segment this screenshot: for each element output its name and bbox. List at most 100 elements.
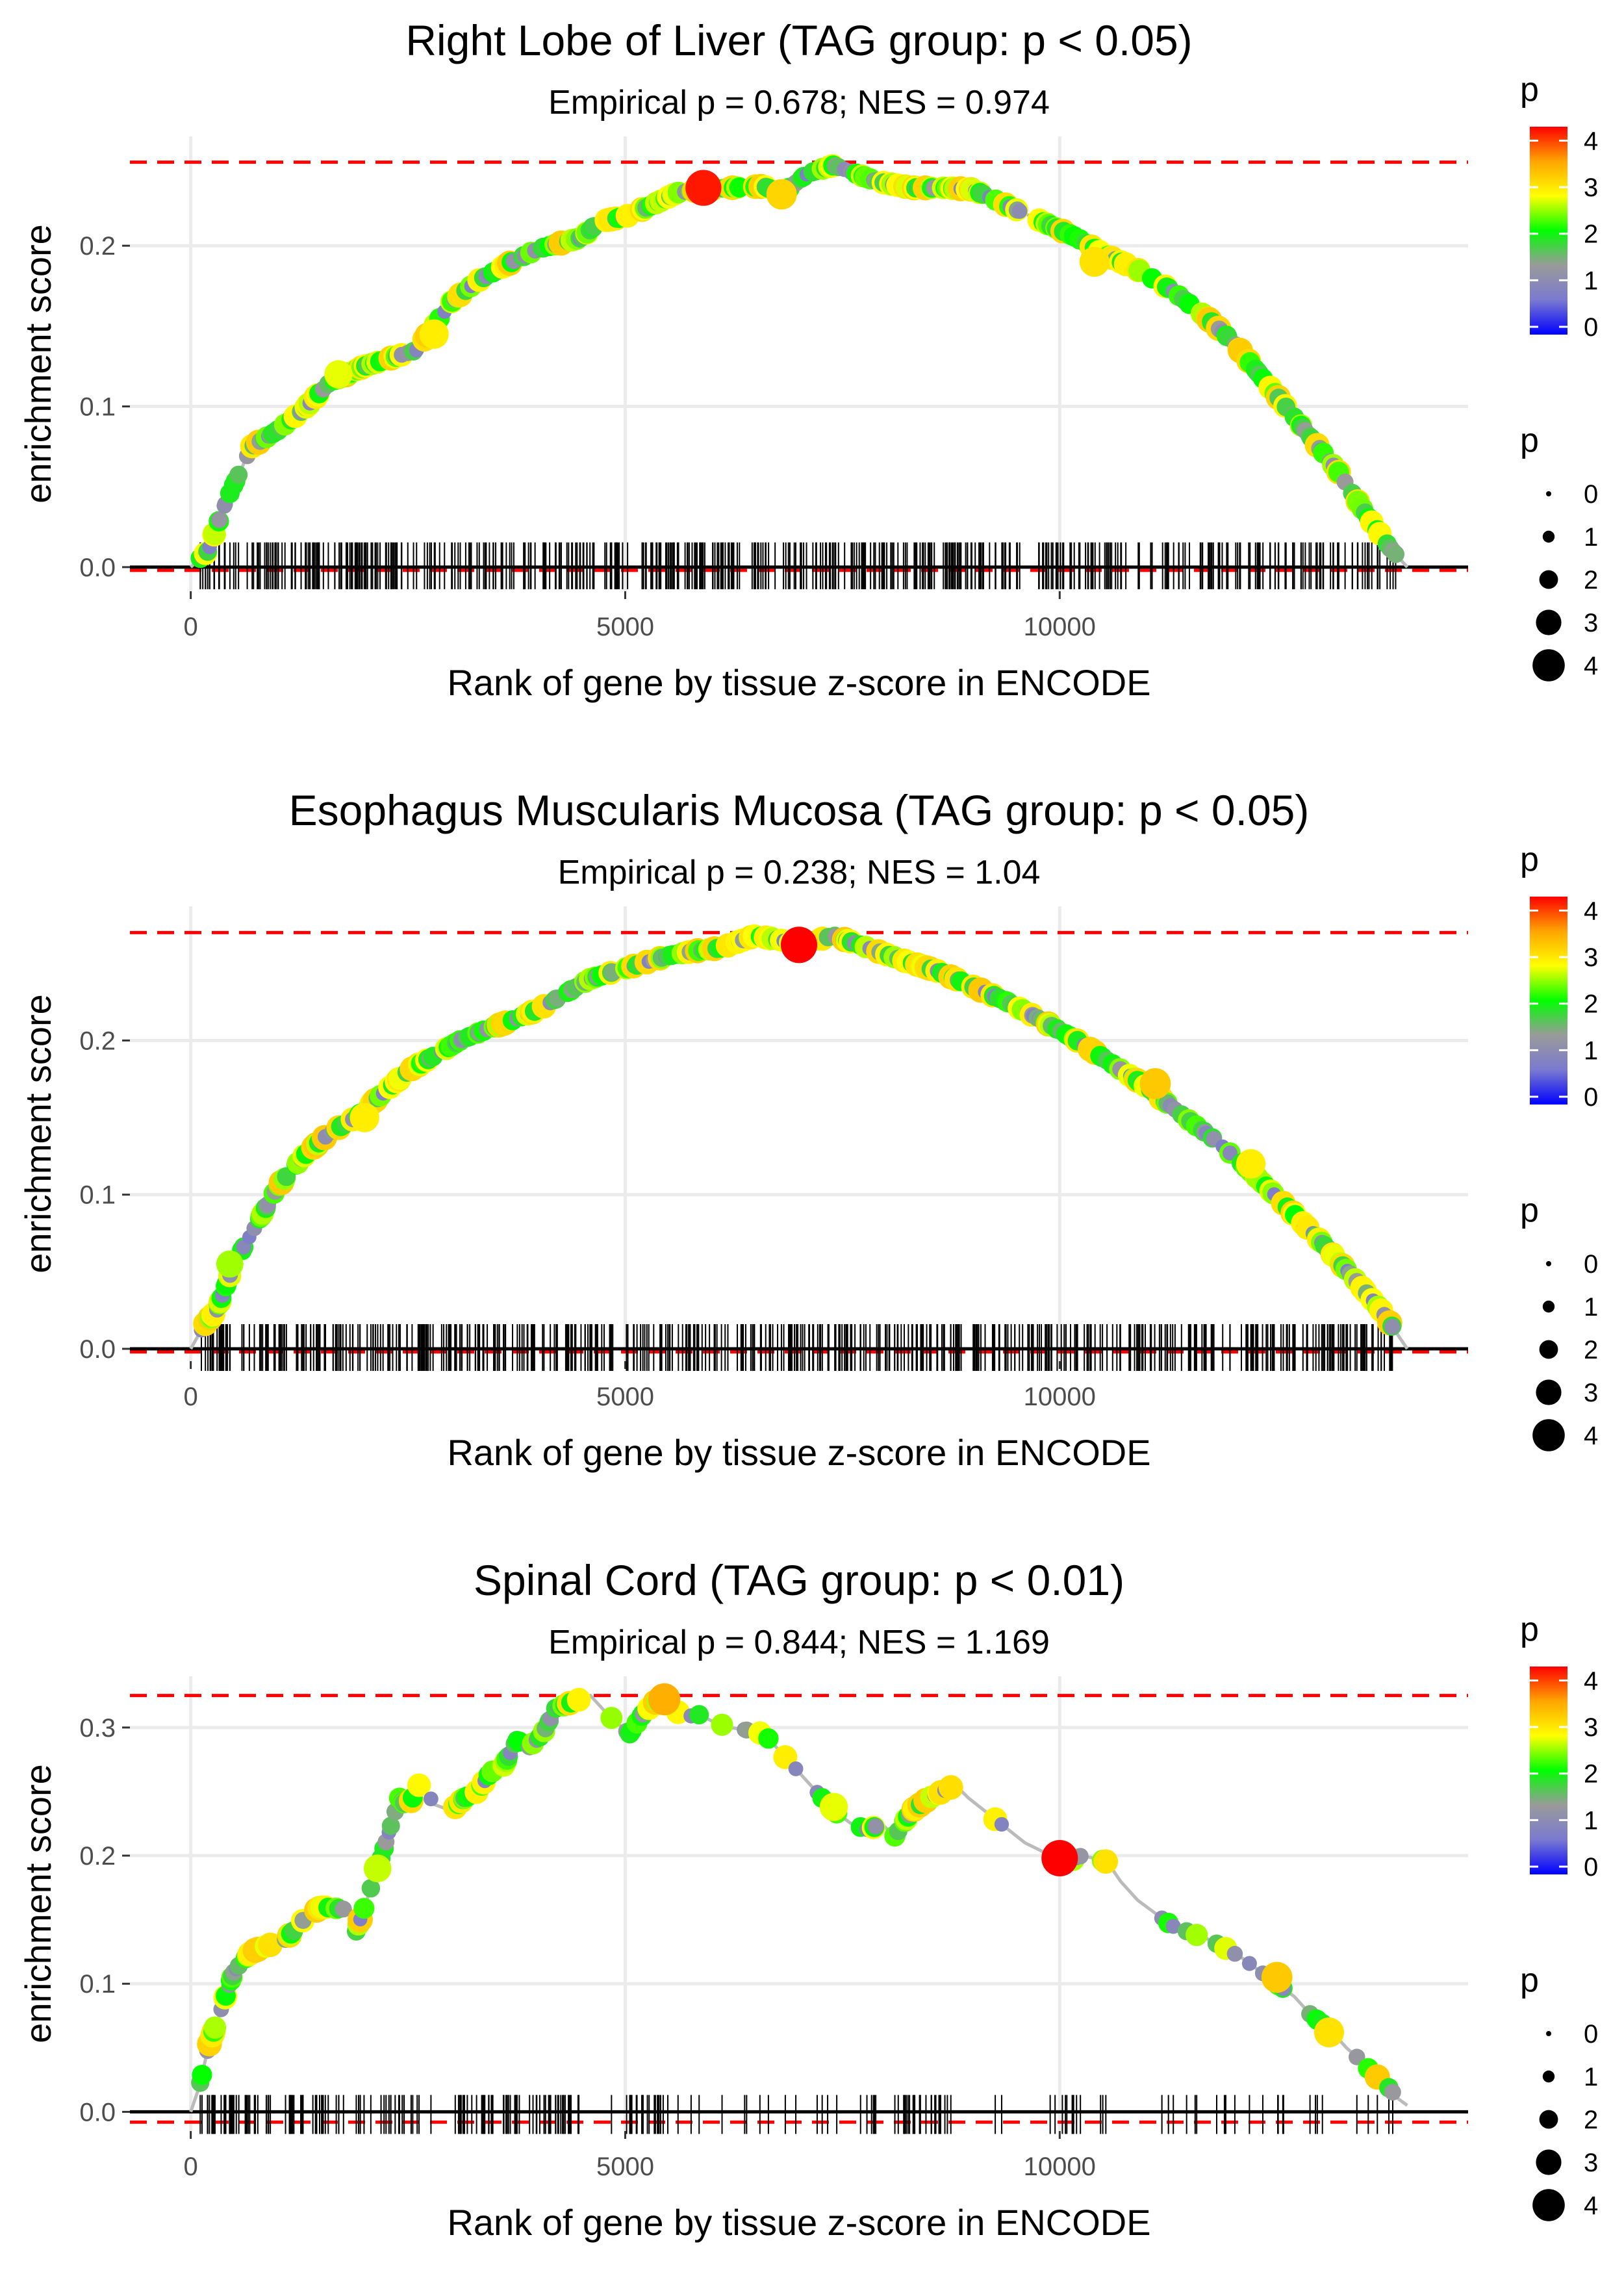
score-point <box>407 1773 431 1797</box>
size-legend-dot <box>1532 1419 1565 1451</box>
score-point <box>1241 1956 1257 1971</box>
x-tick-label: 5000 <box>596 1383 654 1411</box>
size-legend: p 0 1 2 3 4 <box>1520 422 1598 682</box>
score-point <box>566 1687 591 1712</box>
color-bar-label: 2 <box>1584 1760 1598 1789</box>
highlight-point <box>349 1103 379 1132</box>
chart-panel-1: Right Lobe of Liver (TAG group: p < 0.05… <box>18 16 1598 703</box>
x-axis-label: Rank of gene by tissue z-score in ENCODE <box>447 1432 1150 1473</box>
size-legend-dot <box>1542 530 1555 543</box>
highlight-point <box>1236 1149 1266 1179</box>
size-legend-label: 3 <box>1584 609 1598 637</box>
x-tick-label: 0 <box>184 1383 198 1411</box>
score-point <box>192 2064 212 2086</box>
y-tick-label: 0.3 <box>79 1714 116 1743</box>
size-legend-label: 2 <box>1584 1336 1598 1364</box>
size-legend-dot <box>1532 2189 1565 2221</box>
score-point <box>600 1707 623 1730</box>
score-point <box>758 1728 779 1749</box>
size-legend-title: p <box>1520 1961 1539 1999</box>
x-tick-label: 0 <box>184 2153 198 2181</box>
size-legend-dot <box>1536 1379 1562 1405</box>
color-bar <box>1530 127 1567 335</box>
y-tick-label: 0.2 <box>79 1842 116 1871</box>
size-legend-label: 1 <box>1584 2063 1598 2091</box>
color-bar-label: 0 <box>1584 1083 1598 1112</box>
chart-subtitle: Empirical p = 0.678; NES = 0.974 <box>548 84 1050 121</box>
color-bar <box>1530 897 1567 1105</box>
score-point <box>689 1705 709 1725</box>
highlight-point <box>685 170 722 206</box>
score-point <box>424 1791 438 1807</box>
score-point <box>711 1713 733 1736</box>
y-axis-label: enrichment score <box>18 224 58 504</box>
size-legend-dot <box>1532 649 1565 682</box>
color-legend-title: p <box>1520 841 1539 878</box>
chart-subtitle: Empirical p = 0.238; NES = 1.04 <box>558 854 1041 891</box>
size-legend-dot <box>1539 1340 1558 1359</box>
score-point <box>258 1932 283 1958</box>
color-legend: p 0 1 2 3 4 <box>1520 1611 1598 1882</box>
chart-title: Right Lobe of Liver (TAG group: p < 0.05… <box>405 16 1192 64</box>
size-legend-label: 0 <box>1584 480 1598 509</box>
highlight-point <box>363 1854 392 1883</box>
y-tick-label: 0.2 <box>79 1027 116 1055</box>
score-point <box>788 1761 804 1776</box>
chart-panel-3: Spinal Cord (TAG group: p < 0.01) Empiric… <box>18 1556 1598 2243</box>
highlight-point <box>419 319 449 349</box>
score-point <box>1165 1919 1181 1934</box>
color-bar-label: 3 <box>1584 943 1598 972</box>
x-axis-label: Rank of gene by tissue z-score in ENCODE <box>447 662 1150 703</box>
color-legend: p 0 1 2 3 4 <box>1520 71 1598 342</box>
y-axis-label: enrichment score <box>18 1764 58 2043</box>
size-legend-dot <box>1546 491 1551 496</box>
color-bar-label: 1 <box>1584 1806 1598 1835</box>
highlight-point <box>1041 1839 1078 1877</box>
size-legend-label: 1 <box>1584 1293 1598 1322</box>
y-tick-label: 0.1 <box>79 1181 116 1210</box>
chart-panel-2: Esophagus Muscularis Mucosa (TAG group: … <box>18 786 1598 1473</box>
highlight-point <box>1079 246 1110 277</box>
size-legend: p 0 1 2 3 4 <box>1520 1192 1598 1451</box>
score-points <box>193 924 1402 1338</box>
score-point <box>1011 203 1028 219</box>
score-point <box>353 1898 375 1919</box>
highlight-point <box>324 360 353 389</box>
highlight-point <box>1139 1068 1171 1099</box>
color-bar-label: 4 <box>1584 1667 1598 1695</box>
size-legend-label: 3 <box>1584 1379 1598 1407</box>
score-point <box>210 511 228 528</box>
highlight-point <box>1261 1961 1293 1993</box>
size-legend-label: 1 <box>1584 523 1598 552</box>
score-point <box>1384 2084 1401 2101</box>
x-tick-label: 5000 <box>596 2153 654 2181</box>
score-point <box>335 1900 352 1918</box>
color-bar-label: 3 <box>1584 173 1598 202</box>
size-legend-dot <box>1542 2070 1555 2083</box>
score-point <box>1226 1945 1243 1962</box>
color-bar-label: 1 <box>1584 266 1598 295</box>
score-point <box>381 1817 400 1835</box>
x-tick-label: 10000 <box>1024 613 1096 641</box>
score-point <box>1093 1849 1119 1874</box>
chart-title: Spinal Cord (TAG group: p < 0.01) <box>474 1556 1124 1604</box>
size-legend-title: p <box>1520 422 1539 459</box>
size-legend-label: 4 <box>1584 652 1598 680</box>
size-legend-label: 4 <box>1584 1422 1598 1450</box>
color-bar-label: 2 <box>1584 220 1598 249</box>
x-tick-label: 10000 <box>1024 2153 1096 2181</box>
score-points <box>190 154 1405 568</box>
x-tick-label: 5000 <box>596 613 654 641</box>
size-legend-label: 2 <box>1584 2106 1598 2134</box>
size-legend-dot <box>1536 609 1562 635</box>
color-bar-label: 0 <box>1584 313 1598 342</box>
color-bar-label: 0 <box>1584 1853 1598 1882</box>
highlight-point <box>766 179 797 210</box>
size-legend: p 0 1 2 3 4 <box>1520 1961 1598 2221</box>
size-legend-dot <box>1546 1261 1551 1266</box>
score-point <box>361 1879 381 1898</box>
color-bar-label: 1 <box>1584 1036 1598 1065</box>
size-legend-dot <box>1539 2110 1558 2129</box>
y-tick-label: 0.0 <box>79 2098 116 2127</box>
